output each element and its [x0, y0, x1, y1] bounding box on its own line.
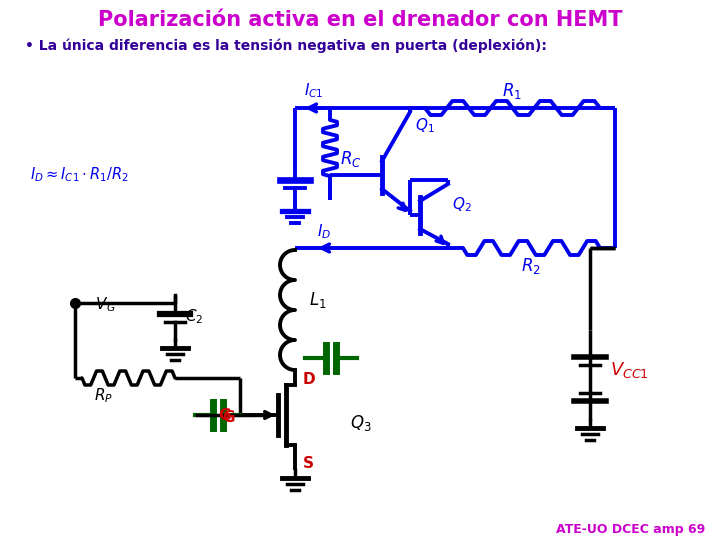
Text: $R_C$: $R_C$ [340, 149, 361, 169]
Text: $Q_2$: $Q_2$ [452, 195, 472, 214]
Text: $I_D \approx I_{C1} \cdot R_1/R_2$: $I_D \approx I_{C1} \cdot R_1/R_2$ [30, 166, 129, 184]
Text: S: S [303, 456, 314, 470]
Text: $Q_1$: $Q_1$ [415, 117, 435, 136]
Text: $V_{CC1}$: $V_{CC1}$ [610, 360, 649, 380]
Text: $R_1$: $R_1$ [502, 81, 522, 101]
Text: $-V_G$: $-V_G$ [83, 296, 116, 314]
Text: G: G [222, 409, 235, 424]
Text: G: G [218, 408, 230, 422]
Text: $L_1$: $L_1$ [309, 290, 327, 310]
Text: D: D [303, 373, 315, 388]
Text: $I_{C1}$: $I_{C1}$ [304, 82, 324, 100]
Text: $Q_3$: $Q_3$ [350, 413, 372, 433]
Text: $C_2$: $C_2$ [185, 308, 203, 326]
Text: Polarización activa en el drenador con HEMT: Polarización activa en el drenador con H… [98, 10, 622, 30]
Text: ATE-UO DCEC amp 69: ATE-UO DCEC amp 69 [556, 523, 705, 537]
Text: • La única diferencia es la tensión negativa en puerta (deplexión):: • La única diferencia es la tensión nega… [25, 39, 547, 53]
Text: $R_2$: $R_2$ [521, 256, 541, 276]
Text: $I_D$: $I_D$ [317, 222, 331, 241]
Text: $R_P$: $R_P$ [94, 387, 113, 406]
